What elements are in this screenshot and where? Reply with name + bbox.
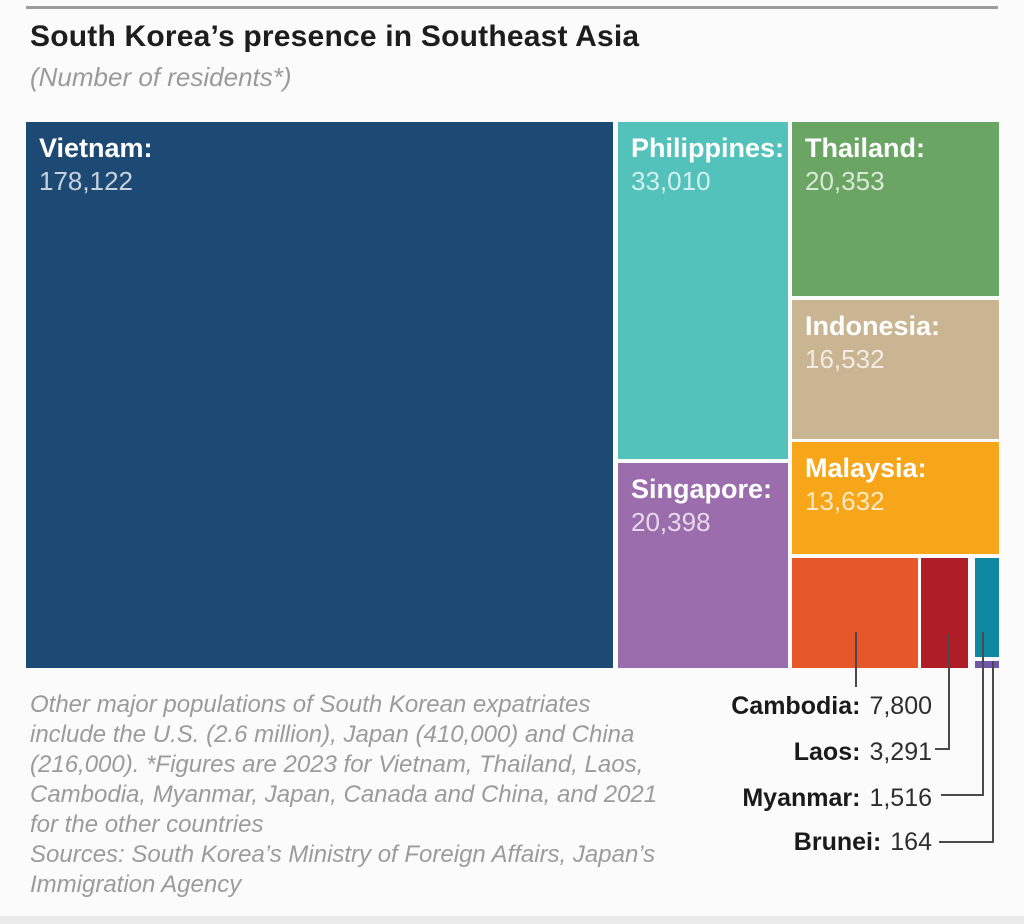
top-rule-divider	[26, 6, 998, 9]
brunei-name: Brunei:	[793, 828, 882, 856]
brunei-callout-line-horizontal	[939, 841, 994, 843]
singapore-value: 20,398	[631, 507, 711, 537]
malaysia-label: Malaysia:	[805, 453, 927, 483]
treemap-block-laos	[921, 558, 968, 668]
treemap-block-vietnam: Vietnam: 178,122	[26, 122, 613, 668]
footnote-note: Other major populations of South Korean …	[30, 691, 658, 838]
philippines-value: 33,010	[631, 166, 711, 196]
vietnam-label: Vietnam:	[39, 133, 153, 163]
myanmar-callout-line-vertical	[982, 632, 984, 796]
indonesia-value: 16,532	[805, 344, 885, 374]
malaysia-value: 13,632	[805, 486, 885, 516]
cambodia-callout-line	[855, 632, 857, 687]
brunei-callout-line-vertical	[992, 661, 994, 843]
treemap-block-singapore: Singapore: 20,398	[618, 463, 788, 668]
page-title: South Korea’s presence in Southeast Asia	[30, 20, 640, 53]
vietnam-value: 178,122	[39, 166, 133, 196]
footnote: Other major populations of South Korean …	[30, 690, 670, 900]
laos-callout-line-vertical	[948, 634, 950, 750]
treemap-chart: Vietnam: 178,122 Philippines: 33,010 Sin…	[26, 122, 999, 668]
singapore-label: Singapore:	[631, 474, 773, 504]
page-subtitle: (Number of residents*)	[30, 62, 292, 92]
myanmar-callout-label: Myanmar: 1,516	[560, 784, 932, 813]
cambodia-callout-label: Cambodia: 7,800	[560, 692, 932, 721]
bottom-strip	[0, 916, 1024, 924]
cambodia-name: Cambodia:	[731, 692, 861, 720]
treemap-block-malaysia: Malaysia: 13,632	[792, 442, 999, 554]
indonesia-label: Indonesia:	[805, 311, 941, 341]
philippines-label: Philippines:	[631, 133, 785, 163]
myanmar-callout-line-horizontal	[941, 794, 984, 796]
treemap-block-brunei	[975, 661, 999, 668]
treemap-block-myanmar	[975, 558, 999, 657]
treemap-block-philippines: Philippines: 33,010	[618, 122, 788, 459]
treemap-block-indonesia: Indonesia: 16,532	[792, 300, 999, 439]
laos-callout-label: Laos: 3,291	[560, 738, 932, 767]
myanmar-name: Myanmar:	[742, 784, 861, 812]
thailand-value: 20,353	[805, 166, 885, 196]
brunei-callout-label: Brunei: 164	[560, 828, 932, 857]
treemap-block-thailand: Thailand: 20,353	[792, 122, 999, 296]
laos-name: Laos:	[793, 738, 861, 766]
footnote-sources: Sources: South Korea’s Ministry of Forei…	[30, 841, 656, 898]
myanmar-value: 1,516	[869, 784, 932, 812]
cambodia-value: 7,800	[869, 692, 932, 720]
brunei-value: 164	[890, 828, 932, 856]
laos-callout-line-horizontal	[935, 748, 950, 750]
thailand-label: Thailand:	[805, 133, 925, 163]
laos-value: 3,291	[869, 738, 932, 766]
